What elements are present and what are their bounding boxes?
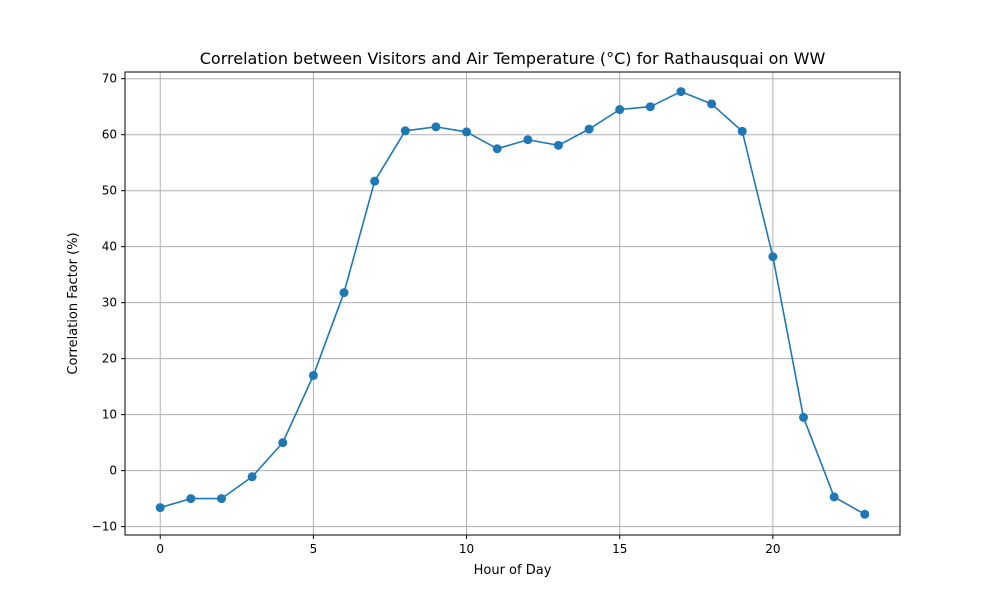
y-tick-label: 70	[102, 72, 117, 86]
x-tick-label: 20	[765, 542, 780, 556]
data-point	[676, 87, 686, 97]
data-point	[737, 126, 747, 136]
data-point	[247, 472, 257, 482]
data-point	[645, 102, 655, 112]
data-point	[492, 144, 502, 154]
data-point	[278, 438, 288, 448]
data-point	[829, 492, 839, 502]
x-tick-label: 15	[612, 542, 627, 556]
data-series	[155, 87, 870, 519]
data-point	[553, 140, 563, 150]
y-tick-label: 30	[102, 296, 117, 310]
x-tick-label: 5	[310, 542, 318, 556]
grid	[125, 72, 900, 535]
y-axis-label: Correlation Factor (%)	[66, 232, 81, 374]
y-axis-ticks: −10 0 10 20 30 40 50 60 70	[92, 72, 125, 534]
data-point	[308, 370, 318, 380]
data-point	[400, 126, 410, 136]
data-point	[523, 135, 533, 145]
x-axis-label: Hour of Day	[474, 563, 552, 578]
data-point	[860, 509, 870, 519]
y-tick-label: 0	[109, 464, 117, 478]
data-point	[799, 412, 809, 422]
plot-area-frame	[124, 71, 901, 536]
data-point	[584, 124, 594, 134]
y-tick-label: 20	[102, 352, 117, 366]
y-tick-label: 10	[102, 408, 117, 422]
series-line	[160, 90, 866, 515]
data-point	[155, 503, 165, 513]
y-tick-label: 50	[102, 184, 117, 198]
data-point	[462, 127, 472, 137]
data-point	[768, 252, 778, 262]
x-axis-ticks: 0 5 10 15 20	[156, 535, 781, 556]
data-point	[707, 99, 717, 109]
data-point	[431, 122, 441, 132]
y-tick-label: −10	[92, 520, 117, 534]
data-point	[615, 105, 625, 115]
data-point	[216, 494, 226, 504]
chart-title: Correlation between Visitors and Air Tem…	[200, 49, 826, 68]
data-point	[186, 494, 196, 504]
x-tick-label: 0	[156, 542, 164, 556]
x-tick-label: 10	[459, 542, 474, 556]
data-point	[339, 288, 349, 298]
y-tick-label: 60	[102, 128, 117, 142]
data-point	[370, 176, 380, 186]
y-tick-label: 40	[102, 240, 117, 254]
